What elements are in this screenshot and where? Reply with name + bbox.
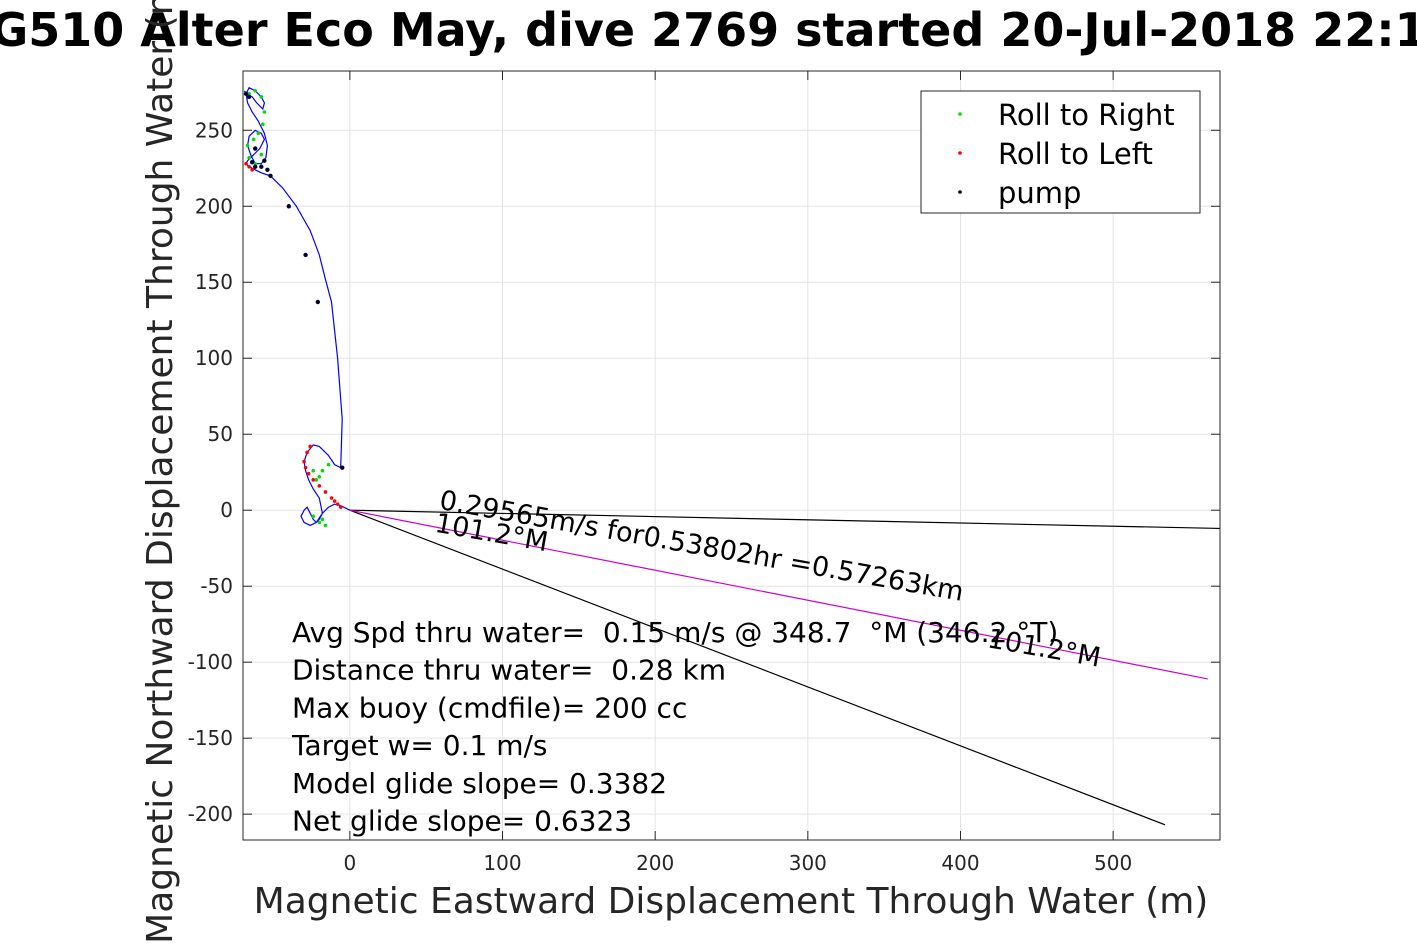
- pump-point: [253, 164, 258, 169]
- roll-left-point: [311, 478, 316, 482]
- y-tick-label: 100: [195, 346, 233, 370]
- x-axis-label: Magnetic Eastward Displacement Through W…: [254, 881, 1209, 922]
- roll-right-point: [323, 523, 328, 528]
- roll-left-point: [323, 490, 328, 494]
- x-tick-label: 500: [1094, 851, 1132, 875]
- pump-point: [262, 158, 267, 163]
- roll-right-point: [326, 462, 331, 467]
- stats-line: Avg Spd thru water= 0.15 m/s @ 348.7 °M …: [292, 616, 1058, 649]
- y-tick-label: -50: [200, 574, 233, 598]
- y-tick-label: -150: [188, 726, 233, 750]
- roll-left-point: [317, 484, 322, 488]
- pump-point: [243, 91, 249, 96]
- y-tick-label: 250: [195, 118, 233, 142]
- legend-marker: [958, 112, 962, 116]
- roll-right-point: [247, 155, 251, 160]
- stats-line: Net glide slope= 0.6323: [292, 805, 632, 838]
- pump-point: [249, 159, 255, 165]
- roll-right-point: [311, 468, 316, 473]
- pump-point: [265, 167, 270, 172]
- pump-point: [340, 465, 345, 470]
- roll-left-point: [303, 465, 308, 470]
- y-tick-label: -100: [188, 650, 233, 674]
- stats-line: Target w= 0.1 m/s: [291, 729, 548, 762]
- roll-right-point: [320, 468, 325, 473]
- roll-left-point: [247, 164, 251, 169]
- stats-line: Model glide slope= 0.3382: [292, 767, 667, 800]
- x-tick-label: 400: [941, 851, 979, 875]
- y-tick-label: 0: [220, 498, 233, 522]
- roll-left-point: [250, 167, 254, 172]
- roll-right-point: [245, 143, 250, 148]
- roll-right-point: [253, 88, 258, 93]
- axis-ticks: 0 100 200 300 400 500 -200 -150 -100 -50 0 50 100 150…: [188, 71, 1220, 875]
- heading-line: [349, 509, 1208, 680]
- legend-box: [920, 90, 1201, 214]
- roll-left-point: [308, 444, 312, 449]
- heading-line: [349, 509, 1166, 826]
- x-tick-label: 100: [483, 851, 521, 875]
- grid: [243, 71, 1220, 840]
- roll-left-point: [335, 502, 340, 506]
- stats-line: Distance thru water= 0.28 km: [292, 654, 726, 687]
- legend-marker: [958, 190, 962, 194]
- roll-right-point: [251, 137, 256, 142]
- y-tick-label: 200: [195, 194, 233, 218]
- roll-right-point: [317, 474, 322, 479]
- roll-left-point: [332, 499, 337, 503]
- roll-right-point: [261, 122, 265, 126]
- plot-frame: [242, 70, 1221, 841]
- pump-point: [259, 164, 264, 169]
- y-axis-label: Magnetic Northward Displacement Through …: [140, 0, 181, 944]
- roll-right-point: [311, 514, 316, 519]
- heading-line: [349, 509, 1221, 530]
- pump-point: [268, 173, 273, 179]
- roll-left-point: [329, 496, 334, 500]
- legend-label: pump: [998, 176, 1081, 210]
- stats-line: Max buoy (cmdfile)= 200 cc: [292, 691, 687, 724]
- x-tick-label: 200: [636, 851, 674, 875]
- roll-right-point: [317, 520, 322, 525]
- pump-point: [286, 204, 291, 209]
- y-tick-label: 150: [195, 270, 233, 294]
- roll-left-point: [306, 471, 311, 476]
- roll-right-point: [314, 478, 319, 482]
- roll-right-point: [256, 131, 261, 136]
- roll-right-point: [247, 91, 251, 96]
- x-tick-label: 300: [789, 851, 827, 875]
- legend-marker: [958, 151, 962, 155]
- legend-label: Roll to Right: [998, 98, 1175, 132]
- roll-right-point: [262, 110, 267, 114]
- plot-content: [243, 86, 1221, 826]
- y-tick-label: 50: [208, 422, 233, 446]
- pump-point: [303, 252, 308, 258]
- pump-point: [315, 299, 321, 305]
- legend: Roll to Right Roll to Left pump: [920, 90, 1201, 214]
- roll-right-point: [259, 152, 264, 157]
- roll-left-point: [244, 161, 248, 166]
- roll-left-point: [302, 459, 306, 464]
- track-line: [243, 86, 351, 527]
- x-tick-label: 0: [343, 851, 356, 875]
- stats-block: Avg Spd thru water= 0.15 m/s @ 348.7 °M …: [291, 616, 1058, 838]
- pump-point: [246, 94, 252, 100]
- roll-right-point: [253, 161, 258, 166]
- roll-right-point: [259, 95, 264, 99]
- chart-title: SG510 Alter Eco May, dive 2769 started 2…: [0, 3, 1417, 57]
- y-tick-label: -200: [188, 802, 233, 826]
- legend-label: Roll to Left: [998, 137, 1153, 171]
- roll-right-point: [320, 517, 325, 522]
- roll-left-point: [338, 505, 343, 509]
- roll-left-point: [305, 450, 309, 455]
- pump-point: [253, 146, 258, 151]
